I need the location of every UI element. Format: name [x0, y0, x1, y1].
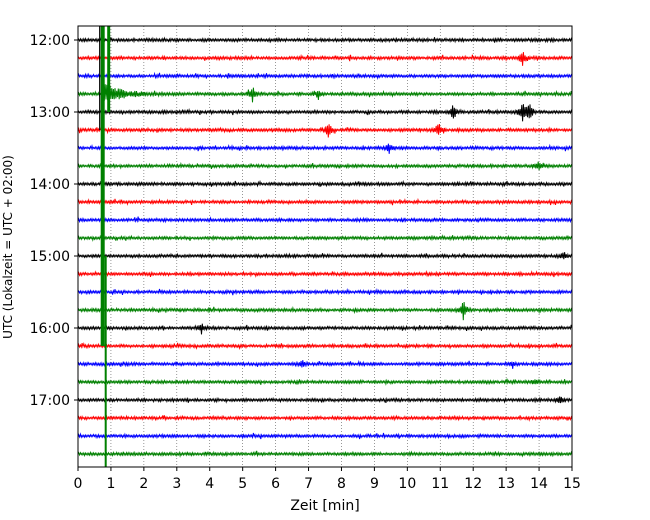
x-axis-label: Zeit [min] — [290, 498, 359, 514]
x-tick-label: 8 — [337, 476, 346, 492]
x-tick-label: 11 — [431, 476, 449, 492]
seismic-trace — [77, 71, 573, 81]
seismic-trace — [77, 234, 573, 242]
x-tick-label: 15 — [563, 476, 581, 492]
x-tick-label: 0 — [74, 476, 83, 492]
seismic-trace — [77, 269, 573, 278]
axis-ticks: 0 1 2 3 4 5 6 7 8 9 10 11 12 13 14 1512:0013:0014:0015:… — [30, 33, 581, 492]
seismic-trace — [77, 197, 573, 206]
seismic-trace — [77, 82, 573, 103]
x-tick-label: 6 — [271, 476, 280, 492]
seismic-trace — [77, 216, 573, 224]
seismic-trace — [77, 143, 573, 154]
seismic-trace — [77, 36, 573, 44]
x-tick-label: 7 — [304, 476, 313, 492]
y-tick-label: 17:00 — [30, 393, 70, 409]
seismic-traces — [77, 26, 573, 467]
y-axis-label: UTC (Lokalzeit = UTC + 02:00) — [1, 155, 15, 339]
x-tick-label: 1 — [106, 476, 115, 492]
x-tick-label: 2 — [139, 476, 148, 492]
seismic-trace — [77, 432, 573, 440]
seismic-trace — [77, 396, 573, 404]
y-tick-label: 14:00 — [30, 177, 70, 193]
x-tick-label: 5 — [238, 476, 247, 492]
seismic-trace — [77, 52, 573, 66]
seismic-trace — [77, 414, 573, 422]
x-tick-label: 13 — [497, 476, 515, 492]
seismic-trace — [77, 252, 573, 260]
seismic-trace — [77, 124, 573, 138]
x-tick-label: 10 — [398, 476, 416, 492]
x-tick-label: 4 — [205, 476, 214, 492]
seismic-trace — [77, 323, 573, 335]
seismic-trace — [77, 287, 573, 296]
seismic-trace — [77, 342, 573, 351]
y-tick-label: 16:00 — [30, 321, 70, 337]
x-tick-label: 9 — [370, 476, 379, 492]
seismic-trace — [77, 301, 573, 321]
y-tick-label: 12:00 — [30, 33, 70, 49]
seismic-trace — [77, 161, 573, 171]
x-tick-label: 3 — [172, 476, 181, 492]
seismic-trace — [77, 179, 573, 188]
x-tick-label: 12 — [464, 476, 482, 492]
x-tick-label: 14 — [530, 476, 548, 492]
seismic-trace — [77, 378, 573, 386]
plot-frame — [77, 25, 573, 468]
y-tick-label: 13:00 — [30, 105, 70, 121]
seismic-trace — [77, 450, 573, 458]
seismic-trace — [77, 104, 573, 122]
y-tick-label: 15:00 — [30, 249, 70, 265]
seismic-trace — [77, 359, 573, 369]
